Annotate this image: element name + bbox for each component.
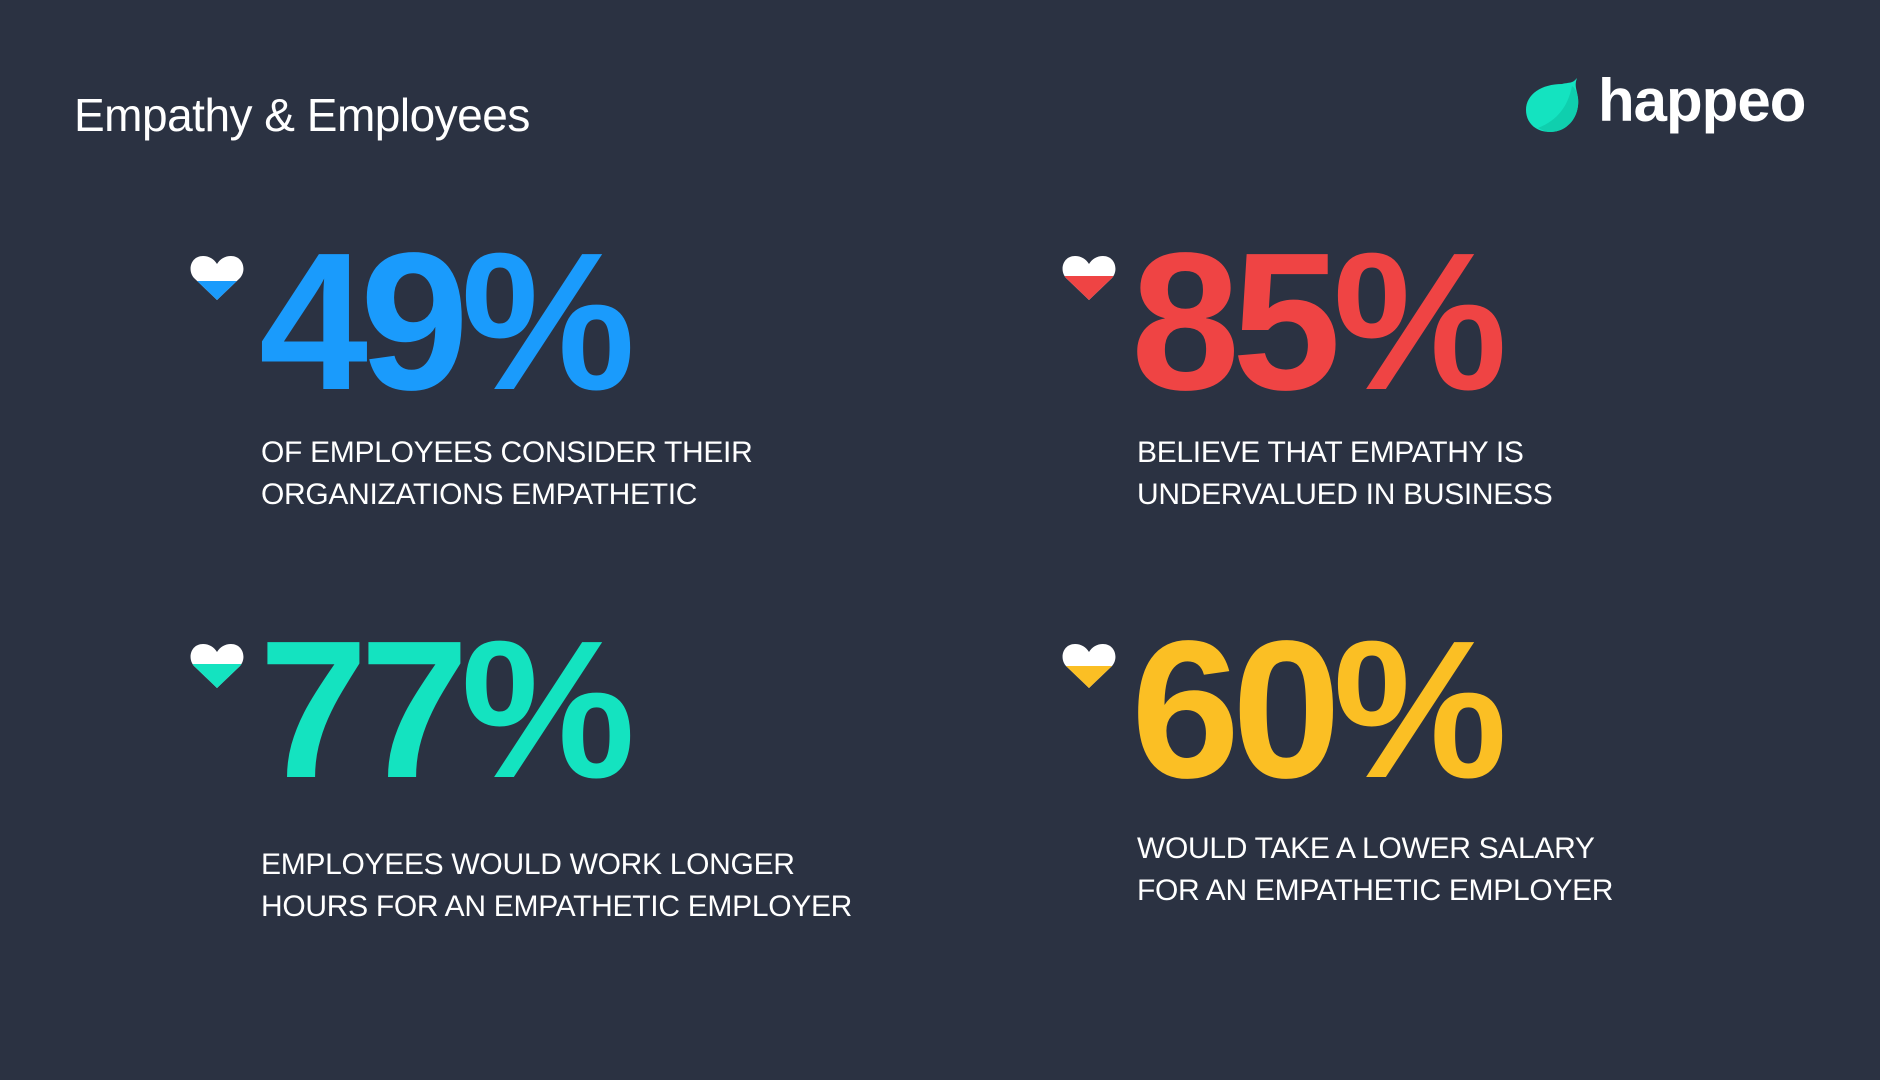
stat-line: EMPLOYEES WOULD WORK LONGER: [261, 848, 795, 881]
heart-icon: [190, 256, 244, 300]
stat-line: OF EMPLOYEES CONSIDER THEIR: [261, 436, 753, 469]
stat-line: ORGANIZATIONS EMPATHETIC: [261, 478, 698, 511]
stat-line: BELIEVE THAT EMPATHY IS: [1137, 436, 1524, 469]
leaf-logo-icon: [1526, 78, 1579, 132]
heart-icon: [1062, 256, 1116, 300]
stat-line: UNDERVALUED IN BUSINESS: [1137, 478, 1553, 511]
happeo-logo: happeo: [1522, 71, 1806, 134]
stat-description: OF EMPLOYEES CONSIDER THEIR ORGANIZATIONS…: [261, 432, 753, 516]
stat-value: 49%: [259, 212, 635, 431]
stat-value: 85%: [1131, 212, 1507, 431]
page-title: Empathy & Employees: [74, 89, 530, 141]
stat-description: WOULD TAKE A LOWER SALARY FOR AN EMPATHET…: [1137, 828, 1613, 912]
logo-text: happeo: [1598, 67, 1806, 134]
heart-icon: [1062, 644, 1116, 688]
stat-line: FOR AN EMPATHETIC EMPLOYER: [1137, 874, 1614, 907]
stat-line: WOULD TAKE A LOWER SALARY: [1137, 832, 1595, 865]
stat-value: 77%: [259, 600, 635, 819]
stat-line: HOURS FOR AN EMPATHETIC EMPLOYER: [261, 890, 853, 923]
heart-icon: [190, 644, 244, 688]
stat-description: EMPLOYEES WOULD WORK LONGER HOURS FOR AN …: [261, 844, 852, 928]
stat-description: BELIEVE THAT EMPATHY IS UNDERVALUED IN BU…: [1137, 432, 1553, 516]
stat-value: 60%: [1131, 600, 1507, 819]
